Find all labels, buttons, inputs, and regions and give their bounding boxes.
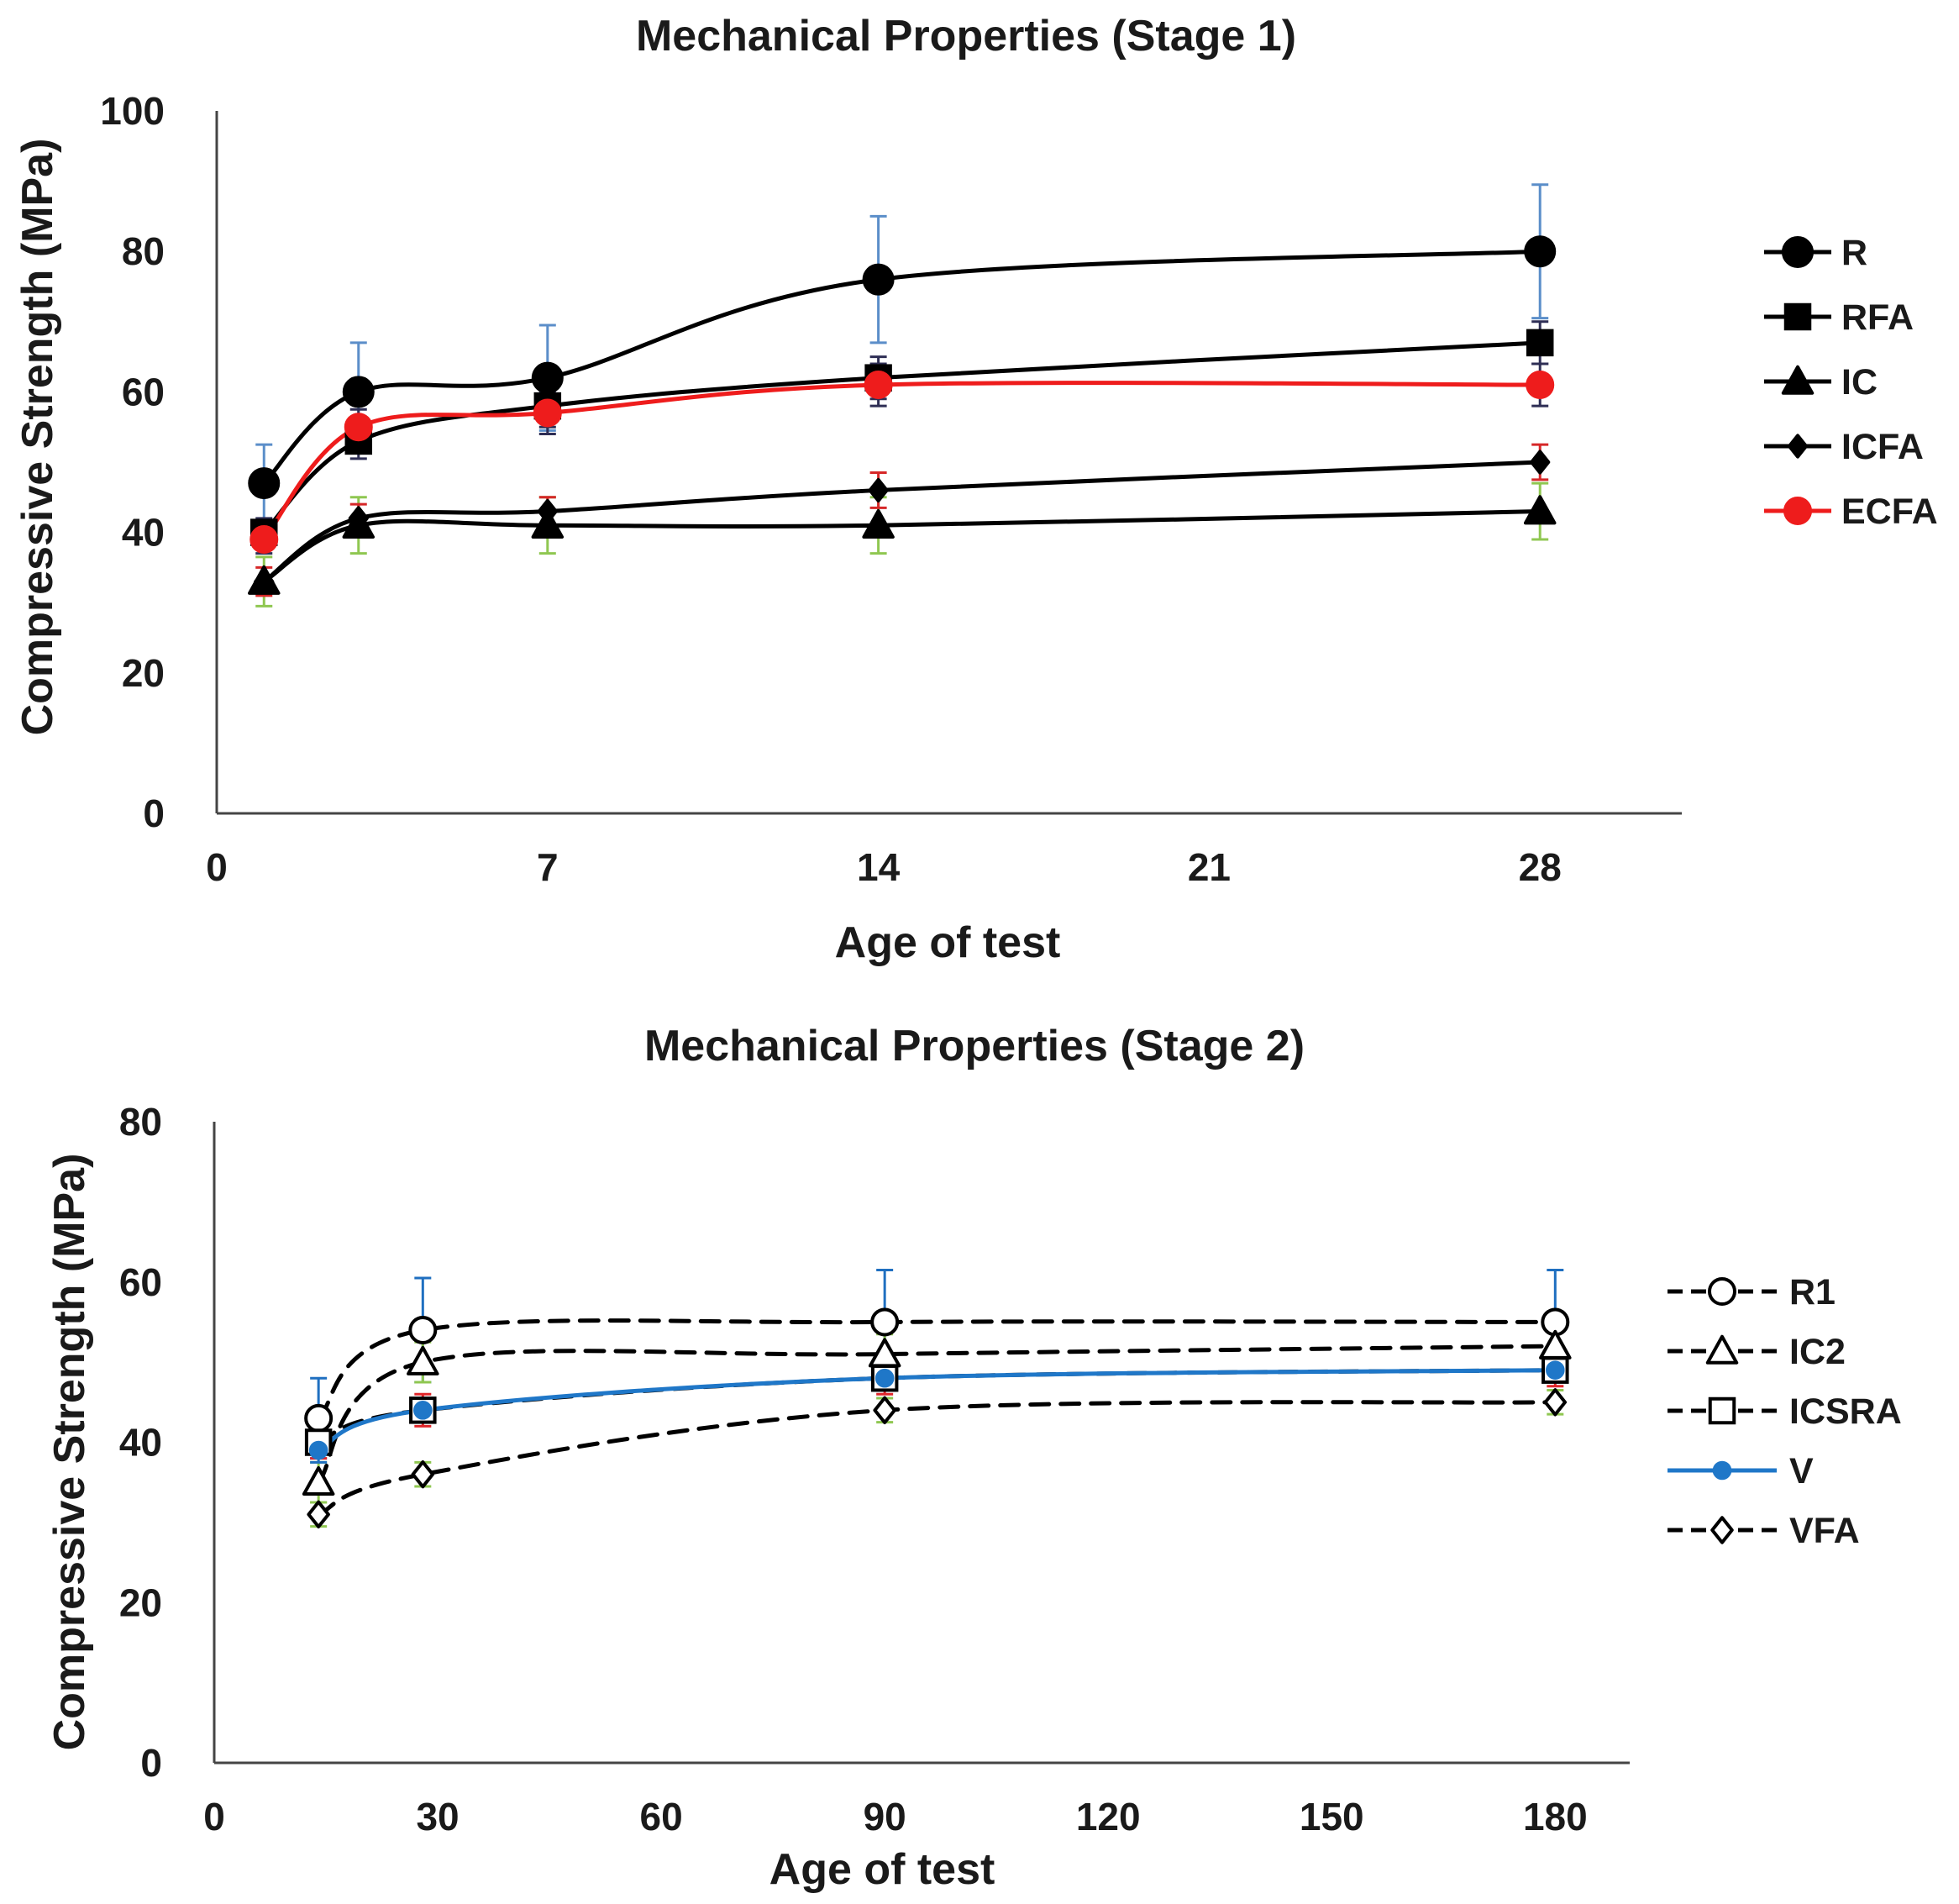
- x-tick-label: 14: [857, 845, 901, 889]
- data-point-ic: [531, 508, 565, 539]
- data-point-ic2: [1539, 1329, 1572, 1360]
- data-point-r1: [304, 1403, 334, 1433]
- chart-2-xlabel: Age of test: [769, 1845, 995, 1894]
- chart-stage-2: Mechanical Properties (Stage 2) Compress…: [45, 1022, 1902, 1894]
- data-point-ecfa: [344, 413, 373, 442]
- legend-label-ic: IC: [1841, 362, 1878, 402]
- chart-1-title: Mechanical Properties (Stage 1): [636, 12, 1296, 60]
- data-point-icfa: [1530, 450, 1551, 475]
- data-point-r: [248, 467, 281, 500]
- x-tick-label: 120: [1076, 1795, 1141, 1838]
- legend-label-ecfa: ECFA: [1841, 492, 1938, 532]
- series-line-r1: [316, 1318, 1557, 1421]
- chart-stage-1: Mechanical Properties (Stage 1) Compress…: [13, 12, 1938, 967]
- legend-marker-icfa: [1787, 434, 1809, 459]
- data-point-icfa: [348, 506, 369, 531]
- series-line-ic: [261, 509, 1542, 584]
- data-point-r: [862, 263, 895, 296]
- data-point-icfa: [537, 498, 558, 524]
- data-point-v: [874, 1368, 895, 1388]
- chart-1-xlabel: Age of test: [835, 918, 1061, 967]
- legend-marker-r: [1782, 236, 1814, 268]
- legend-label-icsra: ICSRA: [1789, 1391, 1902, 1432]
- y-tick-label: 20: [119, 1581, 162, 1624]
- data-point-vfa: [307, 1500, 330, 1529]
- data-point-v: [1546, 1360, 1565, 1380]
- data-point-ecfa: [1526, 371, 1555, 400]
- data-point-r: [1524, 235, 1557, 268]
- x-tick-label: 150: [1300, 1795, 1364, 1838]
- series-line-icsra: [316, 1368, 1557, 1444]
- legend-label-v: V: [1789, 1451, 1814, 1491]
- data-point-icfa: [868, 477, 889, 503]
- x-tick-label: 90: [864, 1795, 906, 1838]
- data-point-v: [413, 1401, 433, 1420]
- data-point-ic2: [407, 1345, 439, 1375]
- legend-marker-ic2: [1705, 1334, 1739, 1365]
- data-point-vfa: [411, 1460, 435, 1489]
- data-point-r1: [870, 1307, 900, 1337]
- x-tick-label: 0: [203, 1795, 225, 1838]
- data-point-vfa: [873, 1396, 896, 1425]
- legend-marker-v: [1712, 1460, 1732, 1481]
- chart-2-ylabel: Compressive Strength (MPa): [45, 1154, 94, 1751]
- legend-label-r1: R1: [1789, 1272, 1836, 1312]
- series-line-vfa: [316, 1400, 1557, 1517]
- series-line-v: [316, 1368, 1557, 1453]
- x-tick-label: 28: [1519, 845, 1562, 889]
- data-point-ic: [862, 508, 895, 539]
- data-point-ic: [1523, 495, 1557, 525]
- legend-label-vfa: VFA: [1789, 1511, 1860, 1551]
- data-point-r: [342, 376, 375, 408]
- x-tick-label: 21: [1188, 845, 1231, 889]
- series-line-ic2: [316, 1344, 1557, 1485]
- legend-label-icfa: ICFA: [1841, 427, 1924, 467]
- chart-2-title: Mechanical Properties (Stage 2): [644, 1022, 1305, 1070]
- x-tick-label: 30: [416, 1795, 459, 1838]
- data-point-icfa: [254, 569, 275, 594]
- chart-1-ylabel: Compressive Strength (MPa): [13, 139, 62, 736]
- legend-marker-rfa: [1783, 302, 1812, 331]
- y-tick-label: 80: [119, 1100, 162, 1144]
- legend-marker-r1: [1708, 1277, 1736, 1306]
- legend-marker-vfa: [1710, 1516, 1734, 1544]
- y-tick-label: 20: [122, 651, 165, 695]
- data-point-r: [531, 361, 564, 394]
- data-point-ecfa: [533, 398, 562, 428]
- data-point-ic2: [302, 1465, 335, 1496]
- x-tick-label: 0: [206, 845, 228, 889]
- y-tick-label: 60: [119, 1260, 162, 1304]
- data-point-r1: [408, 1315, 438, 1344]
- data-point-ecfa: [249, 524, 279, 554]
- x-tick-label: 60: [640, 1795, 683, 1838]
- legend-marker-ic: [1781, 365, 1815, 395]
- legend-marker-ecfa: [1783, 497, 1812, 525]
- legend-label-ic2: IC2: [1789, 1332, 1846, 1372]
- y-tick-label: 0: [140, 1741, 162, 1785]
- series-line-r: [261, 249, 1542, 486]
- y-tick-label: 0: [143, 792, 165, 835]
- data-point-ecfa: [864, 371, 893, 400]
- data-point-v: [308, 1440, 328, 1460]
- legend-marker-icsra: [1708, 1396, 1736, 1425]
- y-tick-label: 40: [122, 511, 165, 555]
- y-tick-label: 80: [122, 229, 165, 273]
- y-tick-label: 40: [119, 1421, 162, 1465]
- data-point-rfa: [1526, 329, 1554, 357]
- x-tick-label: 7: [537, 845, 559, 889]
- x-tick-label: 180: [1523, 1795, 1588, 1838]
- legend-label-rfa: RFA: [1841, 297, 1914, 338]
- legend-label-r: R: [1841, 233, 1867, 273]
- y-tick-label: 60: [122, 370, 165, 413]
- y-tick-label: 100: [100, 89, 165, 133]
- series-line-rfa: [261, 340, 1542, 535]
- data-point-vfa: [1543, 1388, 1568, 1417]
